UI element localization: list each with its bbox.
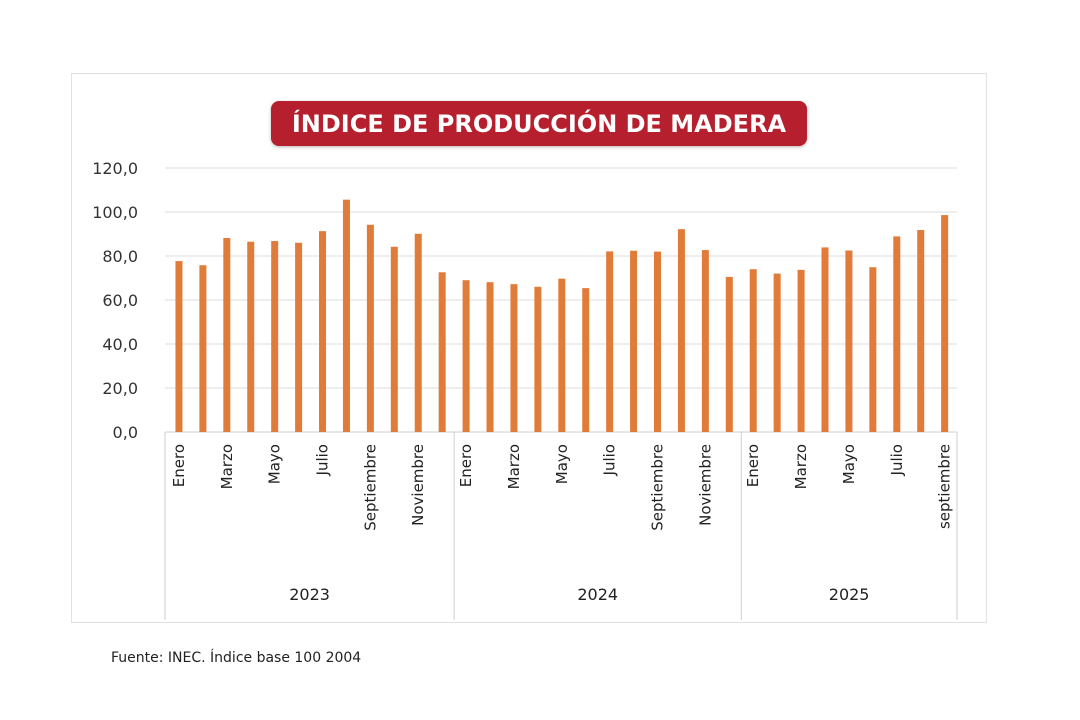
bar [462,280,470,432]
x-tick-label: Julio [314,444,332,476]
bar [534,286,542,432]
y-tick-label: 20,0 [102,379,138,398]
bar [773,273,781,432]
bar [582,288,590,432]
year-label: 2023 [289,585,330,604]
bar [247,241,255,432]
bar [941,215,949,432]
bar [223,237,231,432]
bar [845,250,853,432]
x-tick-label: Marzo [218,444,236,489]
bar [606,251,614,432]
x-tick-label: Julio [601,444,619,476]
bar [319,231,327,432]
bar [510,284,518,432]
bar [486,282,494,432]
x-tick-label: Marzo [792,444,810,489]
bar [558,278,566,432]
bar [869,267,877,432]
bar [199,265,207,432]
chart-title: ÍNDICE DE PRODUCCIÓN DE MADERA [271,101,807,146]
x-tick-label: Noviembre [696,444,714,526]
x-tick-label: septiembre [936,444,954,529]
x-tick-label: Mayo [266,444,284,484]
x-tick-label: Julio [888,444,906,476]
bar [725,276,733,432]
bar [175,261,183,432]
bar [749,269,757,432]
bar [366,224,374,432]
x-tick-label: Mayo [553,444,571,484]
x-tick-label: Marzo [505,444,523,489]
bar [342,199,350,432]
y-tick-label: 100,0 [92,203,138,222]
bar [390,246,398,432]
bar [677,229,685,432]
bar [438,272,446,432]
x-tick-label: Mayo [840,444,858,484]
y-tick-label: 40,0 [102,335,138,354]
x-tick-label: Enero [457,444,475,487]
y-tick-label: 80,0 [102,247,138,266]
bar [414,233,422,432]
bar [295,242,303,432]
year-label: 2024 [577,585,618,604]
bar [917,230,925,432]
bar [701,250,709,432]
x-tick-label: Enero [170,444,188,487]
x-tick-label: Noviembre [409,444,427,526]
source-note: Fuente: INEC. Índice base 100 2004 [111,650,362,666]
x-tick-label: Septiembre [649,444,667,531]
bar [893,236,901,432]
y-tick-label: 120,0 [92,159,138,178]
bar [654,251,662,432]
y-tick-label: 0,0 [113,423,138,442]
bar [630,250,638,432]
bar [271,241,279,432]
year-label: 2025 [829,585,870,604]
bar [797,269,805,432]
y-tick-label: 60,0 [102,291,138,310]
x-tick-label: Enero [744,444,762,487]
bar [821,247,829,432]
x-tick-label: Septiembre [361,444,379,531]
